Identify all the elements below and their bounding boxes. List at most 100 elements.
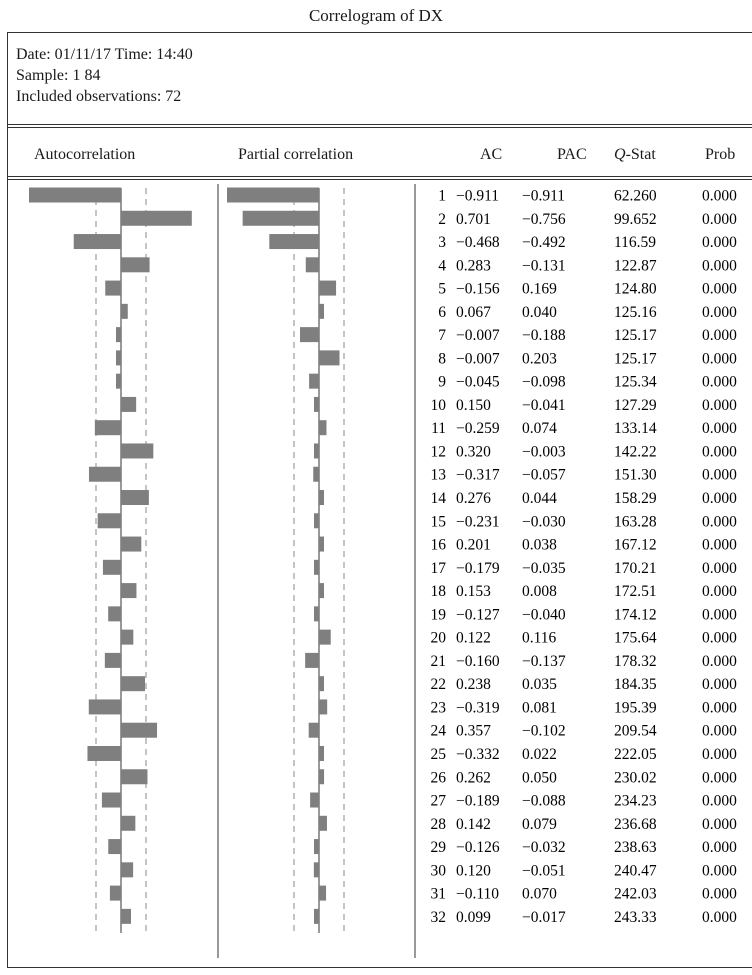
pac-bar xyxy=(314,396,319,412)
ac-value: −0.231 xyxy=(456,513,500,530)
header-autocorrelation: Autocorrelation xyxy=(34,146,136,163)
qstat-value: 124.80 xyxy=(614,281,657,298)
pac-value: −0.188 xyxy=(522,327,566,344)
pac-bar xyxy=(319,885,327,901)
lag-label: 30 xyxy=(431,862,447,879)
lag-label: 17 xyxy=(431,560,447,577)
prob-value: 0.000 xyxy=(702,443,737,460)
prob-value: 0.000 xyxy=(702,630,737,647)
ac-bar xyxy=(88,699,121,715)
lag-label: 20 xyxy=(431,630,447,647)
pac-bar xyxy=(226,187,319,203)
qstat-value: 163.28 xyxy=(614,513,657,530)
ac-value: 0.357 xyxy=(456,723,491,740)
ac-bar xyxy=(109,885,121,901)
ac-bar xyxy=(87,745,121,761)
prob-value: 0.000 xyxy=(702,234,737,251)
ac-value: 0.276 xyxy=(456,490,491,507)
ac-bar xyxy=(108,839,121,855)
ac-bar xyxy=(102,559,121,575)
ac-bar xyxy=(121,815,136,831)
qstat-value: 195.39 xyxy=(614,699,657,716)
lag-label: 3 xyxy=(438,234,446,251)
lag-label: 26 xyxy=(431,769,447,786)
qstat-value: 62.260 xyxy=(614,188,657,205)
pac-bar xyxy=(305,652,319,668)
pac-bar xyxy=(269,234,319,250)
lag-label: 31 xyxy=(431,886,447,903)
lag-label: 8 xyxy=(438,350,446,367)
qstat-value: 178.32 xyxy=(614,653,657,670)
ac-value: −0.911 xyxy=(456,188,499,205)
lag-label: 14 xyxy=(431,490,447,507)
qstat-value: 142.22 xyxy=(614,443,657,460)
ac-value: −0.259 xyxy=(456,420,500,437)
header-partial-correlation: Partial correlation xyxy=(238,146,354,163)
pac-bar xyxy=(319,815,327,831)
pac-value: −0.911 xyxy=(522,188,565,205)
ac-value: 0.320 xyxy=(456,443,491,460)
header-qstat: Q-Stat xyxy=(614,146,656,164)
lag-label: 7 xyxy=(438,327,446,344)
pac-value: −0.030 xyxy=(522,513,566,530)
header-info: Date: 01/11/17 Time: 14:40 Sample: 1 84 … xyxy=(16,44,193,107)
lag-label: 10 xyxy=(431,397,447,414)
lag-label: 16 xyxy=(431,537,447,554)
pac-value: 0.070 xyxy=(522,886,557,903)
lag-label: 11 xyxy=(431,420,446,437)
lag-label: 29 xyxy=(431,839,447,856)
lag-label: 15 xyxy=(431,513,447,530)
qstat-value: 99.652 xyxy=(614,211,657,228)
pac-bar xyxy=(319,280,337,296)
qstat-value: 174.12 xyxy=(614,606,657,623)
pac-value: 0.079 xyxy=(522,816,557,833)
ac-bar xyxy=(121,443,154,459)
divider-top-2 xyxy=(7,127,752,128)
qstat-value: 222.05 xyxy=(614,746,657,763)
lag-label: 2 xyxy=(438,211,446,228)
pac-value: 0.203 xyxy=(522,350,557,367)
lag-label: 23 xyxy=(431,699,447,716)
pac-value: 0.074 xyxy=(522,420,557,437)
ac-bar xyxy=(88,466,121,482)
lag-label: 32 xyxy=(431,909,447,926)
header-pac: PAC xyxy=(557,146,587,163)
pac-value: 0.116 xyxy=(522,630,557,647)
pac-value: −0.057 xyxy=(522,467,566,484)
prob-value: 0.000 xyxy=(702,327,737,344)
qstat-value: 125.17 xyxy=(614,327,657,344)
ac-value: −0.332 xyxy=(456,746,500,763)
pac-value: −0.131 xyxy=(522,257,566,274)
ac-value: 0.262 xyxy=(456,769,491,786)
qstat-value: 167.12 xyxy=(614,537,657,554)
prob-value: 0.000 xyxy=(702,816,737,833)
lag-label: 1 xyxy=(438,188,446,205)
ac-bar xyxy=(121,210,192,226)
lag-label: 4 xyxy=(438,257,446,274)
ac-bar xyxy=(121,536,142,552)
ac-value: 0.142 xyxy=(456,816,491,833)
pac-value: −0.041 xyxy=(522,397,566,414)
ac-value: −0.160 xyxy=(456,653,500,670)
ac-value: −0.468 xyxy=(456,234,500,251)
qstat-value: 116.59 xyxy=(614,234,656,251)
pac-bar xyxy=(314,606,319,622)
prob-value: 0.000 xyxy=(702,211,737,228)
pac-value: −0.032 xyxy=(522,839,566,856)
pac-value: −0.098 xyxy=(522,374,566,391)
ac-bar xyxy=(73,234,121,250)
ac-bar xyxy=(108,606,121,622)
ac-bar xyxy=(121,490,149,506)
qstat-value: 170.21 xyxy=(614,560,657,577)
lag-label: 22 xyxy=(431,676,447,693)
qstat-value: 236.68 xyxy=(614,816,657,833)
qstat-value: 172.51 xyxy=(614,583,657,600)
lag-label: 28 xyxy=(431,816,447,833)
ac-bar xyxy=(116,327,121,343)
pac-bar xyxy=(319,583,324,599)
ac-value: 0.153 xyxy=(456,583,491,600)
pac-bar xyxy=(309,373,319,389)
ac-value: 0.201 xyxy=(456,537,491,554)
divider-header-1 xyxy=(7,176,752,177)
pac-value: 0.040 xyxy=(522,304,557,321)
